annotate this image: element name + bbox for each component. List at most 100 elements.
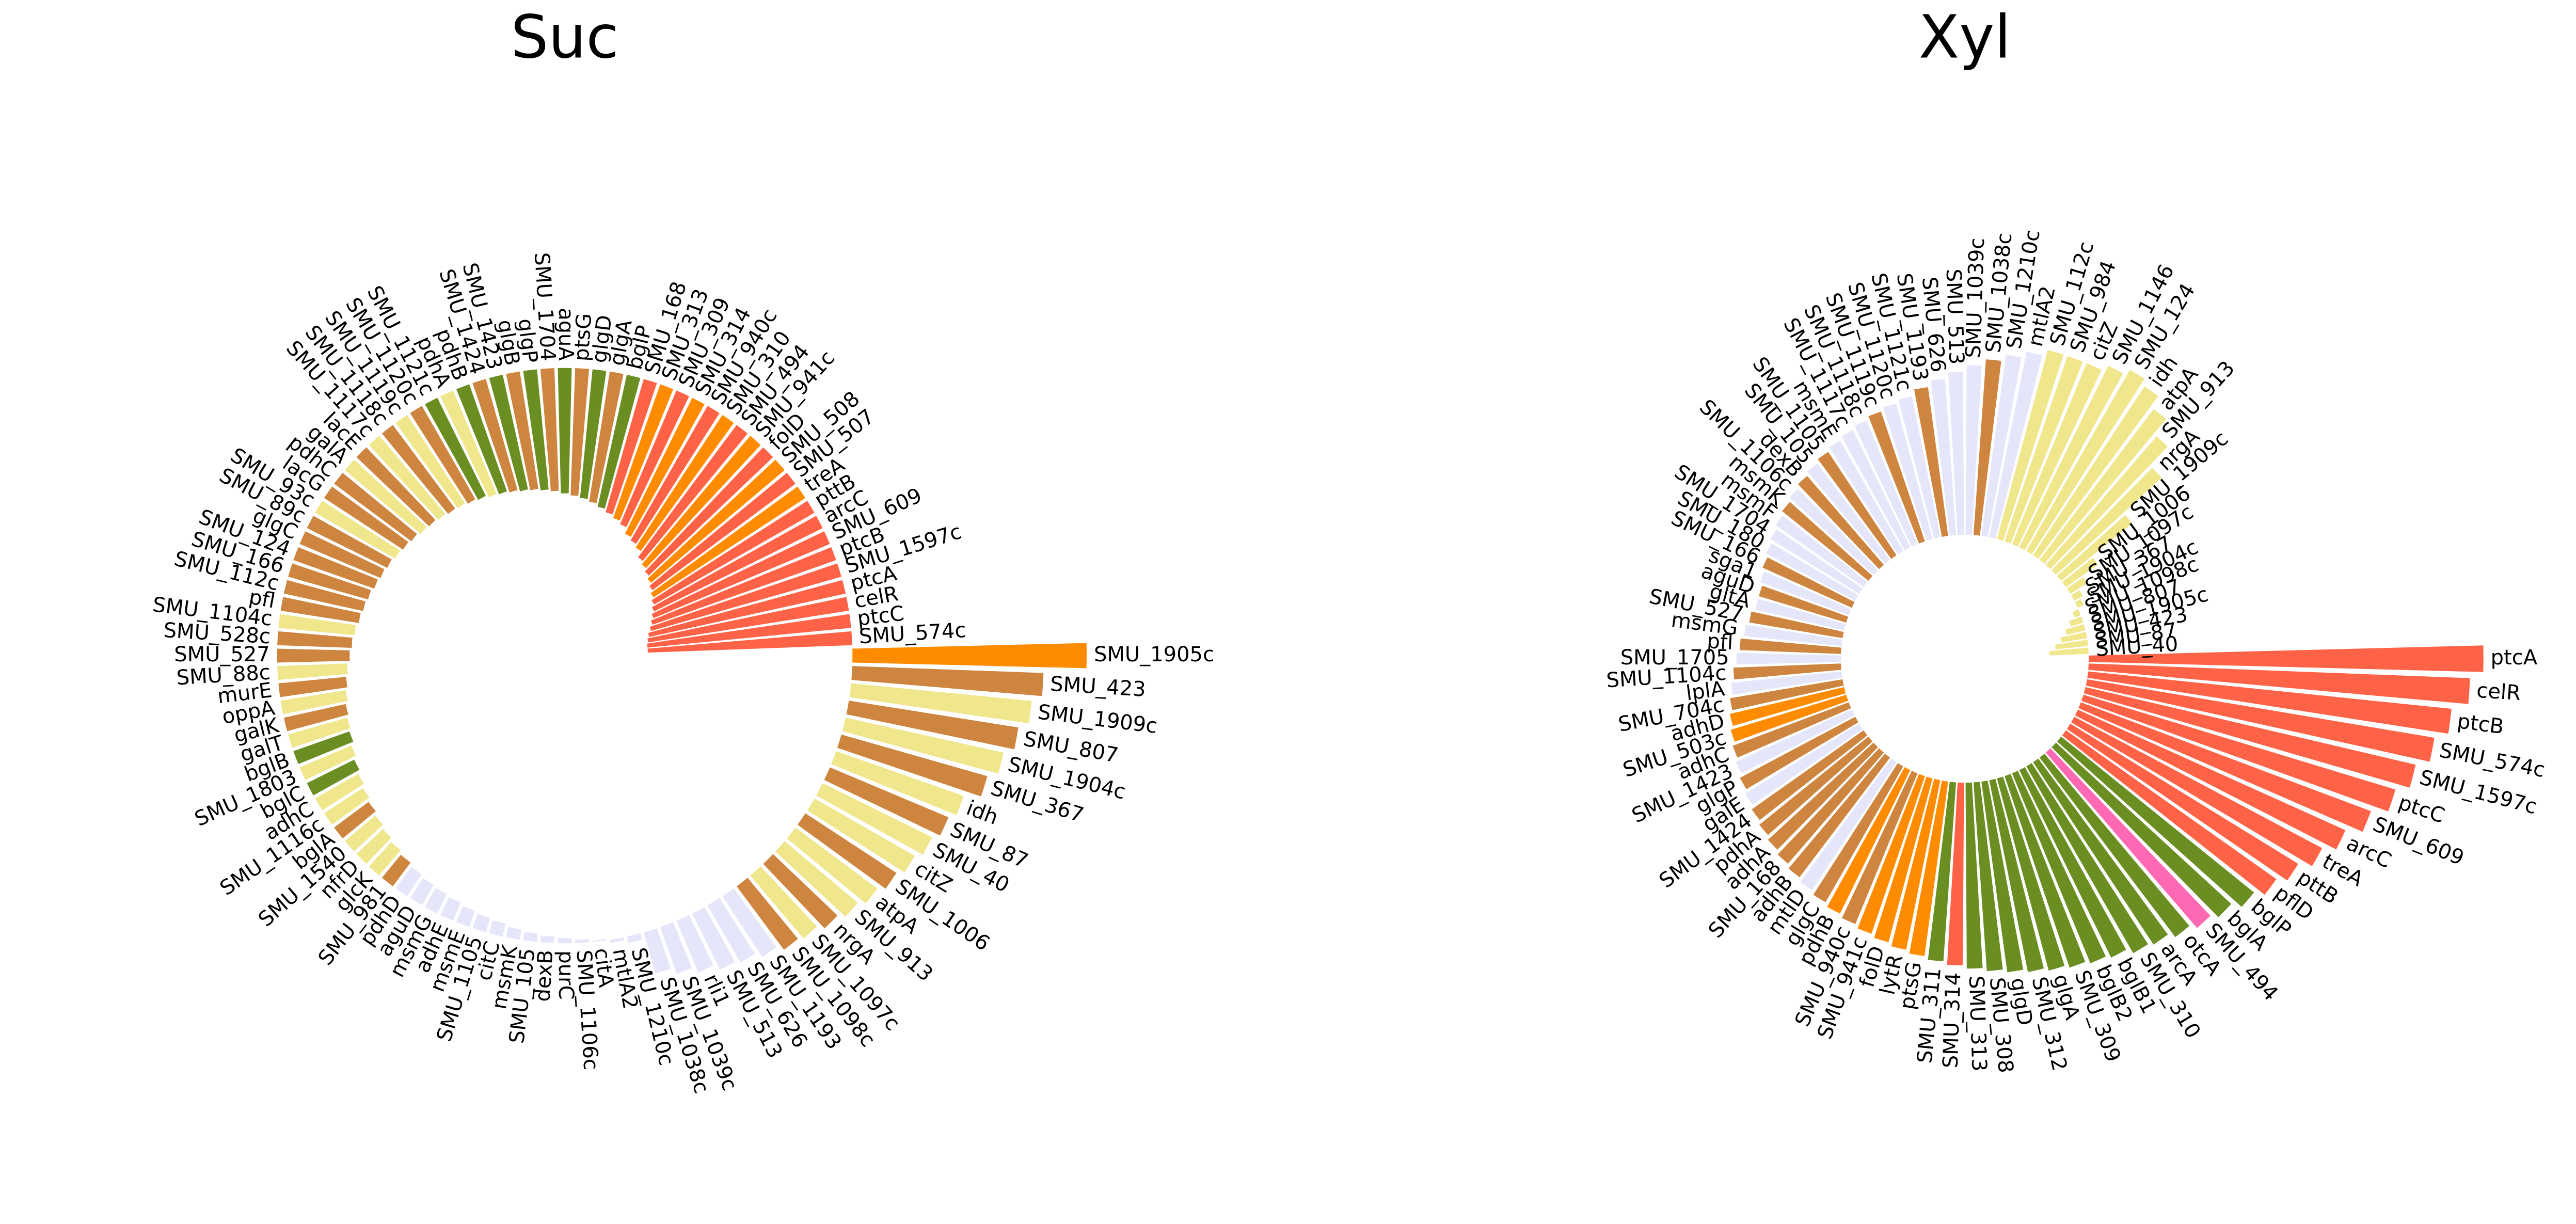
bar bbox=[1759, 736, 1873, 835]
bar bbox=[324, 788, 370, 825]
bar bbox=[645, 447, 773, 576]
bar bbox=[635, 415, 734, 551]
bar bbox=[2005, 356, 2083, 544]
bar bbox=[1997, 350, 2064, 541]
bar bbox=[676, 915, 713, 973]
bar bbox=[2012, 363, 2102, 547]
bar bbox=[775, 841, 858, 917]
bar bbox=[2060, 632, 2087, 643]
bar bbox=[707, 898, 755, 963]
bar bbox=[1762, 557, 1855, 608]
bar bbox=[1827, 767, 1911, 914]
bar bbox=[638, 425, 748, 561]
bar bbox=[1798, 475, 1884, 569]
bar bbox=[2081, 694, 2396, 812]
bar bbox=[1749, 611, 1844, 639]
bar bbox=[410, 878, 434, 905]
bar bbox=[647, 631, 852, 653]
bar bbox=[381, 425, 455, 514]
bar-label: SMU_1705 bbox=[1620, 646, 1729, 670]
bar-label: ptsG bbox=[570, 313, 597, 362]
bar-label: SMU_423 bbox=[1050, 672, 1147, 702]
bar bbox=[1883, 403, 1933, 541]
bar bbox=[852, 643, 1087, 669]
bar bbox=[1854, 420, 1918, 547]
bar bbox=[280, 597, 361, 623]
bar bbox=[1800, 758, 1897, 891]
bar bbox=[2045, 436, 2168, 569]
bar bbox=[1760, 571, 1851, 615]
bar bbox=[356, 829, 392, 864]
bar-label: ptcA bbox=[2491, 646, 2538, 670]
bar-label: SMU_527 bbox=[174, 643, 270, 666]
bar bbox=[299, 745, 356, 780]
bar bbox=[334, 472, 417, 542]
bar bbox=[1981, 355, 2022, 537]
bar bbox=[1948, 371, 1964, 535]
bar bbox=[1909, 780, 1948, 957]
chart-title: Suc bbox=[511, 3, 618, 72]
bar bbox=[277, 631, 353, 648]
bar bbox=[283, 580, 365, 611]
bar bbox=[1857, 774, 1925, 934]
bar bbox=[472, 914, 490, 932]
bar bbox=[299, 531, 385, 578]
bar bbox=[1868, 411, 1925, 544]
bar bbox=[1729, 687, 1846, 726]
bar-label: SMU_40 bbox=[2095, 632, 2179, 661]
bar bbox=[369, 436, 446, 520]
bar bbox=[293, 731, 354, 765]
bar bbox=[1965, 782, 1983, 969]
bar bbox=[2039, 409, 2167, 564]
bar bbox=[2055, 640, 2088, 649]
bar-label: glgD bbox=[587, 314, 617, 364]
bar bbox=[288, 718, 351, 748]
bar bbox=[2026, 370, 2145, 554]
bar bbox=[797, 813, 897, 889]
bar bbox=[606, 379, 657, 515]
bar bbox=[1732, 702, 1851, 758]
bar bbox=[395, 415, 465, 508]
bar bbox=[1752, 730, 1868, 820]
bar bbox=[647, 597, 849, 643]
bar bbox=[610, 937, 624, 943]
bar-label: purC bbox=[554, 950, 578, 999]
bar bbox=[2019, 365, 2123, 551]
bar bbox=[1997, 776, 2065, 971]
bar bbox=[660, 922, 692, 974]
bar bbox=[2075, 599, 2084, 608]
bar bbox=[540, 368, 559, 491]
bar bbox=[2066, 577, 2087, 594]
bar bbox=[580, 369, 607, 499]
bar bbox=[1777, 748, 1884, 864]
bar bbox=[763, 854, 838, 929]
bar bbox=[1744, 625, 1842, 646]
bar bbox=[2062, 558, 2098, 587]
bar bbox=[722, 888, 777, 957]
bar bbox=[625, 398, 705, 537]
bar bbox=[1989, 352, 2043, 539]
bar bbox=[2049, 647, 2089, 656]
bar bbox=[750, 866, 817, 939]
bar bbox=[277, 663, 348, 680]
bar bbox=[2066, 723, 2298, 881]
bar bbox=[736, 878, 798, 950]
bar bbox=[489, 374, 528, 491]
bar bbox=[849, 683, 1032, 724]
bar bbox=[1914, 387, 1948, 537]
bar-label: SMU_313 bbox=[1964, 975, 1991, 1072]
bar bbox=[456, 906, 475, 927]
bar bbox=[277, 648, 350, 663]
bar bbox=[851, 666, 1044, 696]
bar bbox=[2019, 767, 2126, 958]
bar bbox=[2088, 663, 2470, 704]
bar bbox=[592, 939, 607, 942]
bar bbox=[630, 406, 720, 544]
bar bbox=[440, 897, 461, 921]
bar bbox=[1989, 778, 2044, 973]
bar bbox=[472, 379, 518, 492]
bar-label: ptcC bbox=[856, 601, 905, 631]
bar bbox=[2086, 679, 2435, 762]
bar bbox=[1818, 452, 1897, 559]
bar bbox=[1841, 430, 1911, 551]
